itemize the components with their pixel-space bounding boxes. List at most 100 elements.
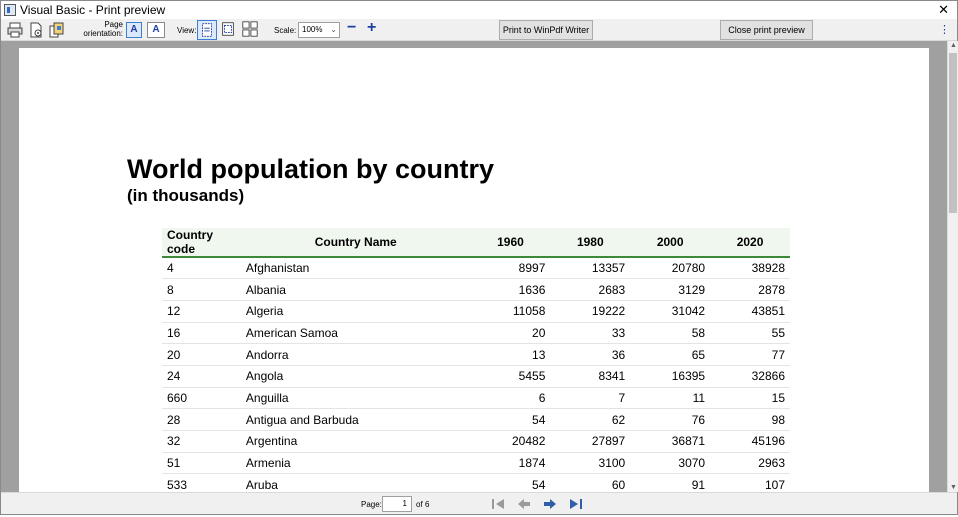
population-cell: 2963 xyxy=(710,452,790,475)
population-cell: 45196 xyxy=(710,430,790,453)
page-setup-icon[interactable] xyxy=(27,21,45,39)
print-button[interactable]: Print to WinPdf Writer xyxy=(499,20,593,40)
population-cell: 43851 xyxy=(710,300,790,323)
zoom-in-button[interactable]: + xyxy=(367,19,377,36)
country-code-cell: 533 xyxy=(162,473,241,492)
table-row: 20 Andorra 13 36 65 77 xyxy=(162,343,790,366)
next-page-icon[interactable] xyxy=(542,496,558,512)
population-cell: 20 xyxy=(470,322,551,345)
page-label: Page: xyxy=(361,500,382,509)
country-code-cell: 660 xyxy=(162,387,241,410)
page-number-input[interactable]: 1 xyxy=(382,496,412,512)
table-row: 16 American Samoa 20 33 58 55 xyxy=(162,322,790,345)
country-code-cell: 32 xyxy=(162,430,241,453)
portrait-button[interactable]: A xyxy=(126,22,142,38)
table-row: 4 Afghanistan 8997 13357 20780 38928 xyxy=(162,257,790,280)
country-name-cell: Aruba xyxy=(240,473,471,492)
population-cell: 62 xyxy=(550,408,631,431)
country-code-cell: 51 xyxy=(162,452,241,475)
population-cell: 38928 xyxy=(710,257,790,280)
population-cell: 19222 xyxy=(550,300,631,323)
country-code-cell: 16 xyxy=(162,322,241,345)
population-cell: 98 xyxy=(710,408,790,431)
population-cell: 60 xyxy=(550,473,631,492)
scrollbar-thumb[interactable] xyxy=(949,53,957,213)
population-cell: 36871 xyxy=(630,430,711,453)
country-name-cell: Albania xyxy=(240,278,471,301)
country-name-cell: Afghanistan xyxy=(240,257,471,280)
scroll-down-icon[interactable]: ▼ xyxy=(950,484,957,491)
scale-value: 100% xyxy=(302,25,323,34)
previous-page-icon[interactable] xyxy=(516,496,532,512)
population-cell: 20780 xyxy=(630,257,711,280)
scale-select[interactable]: 100% ⌄ xyxy=(298,22,340,38)
column-header: 2000 xyxy=(630,228,711,258)
app-icon xyxy=(4,4,16,16)
scale-label: Scale: xyxy=(274,26,297,35)
population-cell: 15 xyxy=(710,387,790,410)
population-cell: 76 xyxy=(630,408,711,431)
population-cell: 11 xyxy=(630,387,711,410)
column-header: 1960 xyxy=(470,228,551,258)
printer-icon[interactable] xyxy=(6,21,24,39)
window-title: Visual Basic - Print preview xyxy=(20,3,166,17)
column-header: Country code xyxy=(162,228,241,258)
single-page-view-button[interactable] xyxy=(197,20,217,40)
population-cell: 58 xyxy=(630,322,711,345)
country-name-cell: Armenia xyxy=(240,452,471,475)
landscape-button[interactable]: A xyxy=(147,22,165,38)
population-cell: 55 xyxy=(710,322,790,345)
multi-page-icon[interactable] xyxy=(48,21,66,39)
thumbnail-view-button[interactable] xyxy=(241,20,261,40)
document-subtitle: (in thousands) xyxy=(127,186,245,205)
table-row: 12 Algeria 11058 19222 31042 43851 xyxy=(162,300,790,323)
population-cell: 1636 xyxy=(470,278,551,301)
country-code-cell: 24 xyxy=(162,365,241,388)
population-cell: 91 xyxy=(630,473,711,492)
population-cell: 13 xyxy=(470,343,551,366)
population-cell: 16395 xyxy=(630,365,711,388)
population-cell: 1874 xyxy=(470,452,551,475)
close-window-button[interactable]: ✕ xyxy=(938,2,949,17)
population-cell: 27897 xyxy=(550,430,631,453)
column-header: 2020 xyxy=(710,228,790,258)
two-page-view-button[interactable] xyxy=(219,20,239,40)
population-cell: 2683 xyxy=(550,278,631,301)
country-code-cell: 4 xyxy=(162,257,241,280)
population-cell: 6 xyxy=(470,387,551,410)
population-cell: 3129 xyxy=(630,278,711,301)
population-cell: 54 xyxy=(470,473,551,492)
population-cell: 13357 xyxy=(550,257,631,280)
orientation-label: Page orientation: xyxy=(83,20,123,38)
population-cell: 31042 xyxy=(630,300,711,323)
last-page-icon[interactable] xyxy=(568,496,584,512)
population-cell: 8997 xyxy=(470,257,551,280)
population-cell: 32866 xyxy=(710,365,790,388)
preview-area: World population by country (in thousand… xyxy=(1,41,947,492)
country-name-cell: Antigua and Barbuda xyxy=(240,408,471,431)
country-name-cell: Anguilla xyxy=(240,387,471,410)
more-options-icon[interactable]: ⋮ xyxy=(939,24,950,36)
country-code-cell: 28 xyxy=(162,408,241,431)
country-name-cell: Algeria xyxy=(240,300,471,323)
scroll-up-icon[interactable]: ▲ xyxy=(950,42,957,49)
population-cell: 11058 xyxy=(470,300,551,323)
page-navigation-bar: Page: 1 of 6 xyxy=(1,492,957,514)
zoom-out-button[interactable]: − xyxy=(347,19,357,36)
table-row: 51 Armenia 1874 3100 3070 2963 xyxy=(162,452,790,475)
population-cell: 36 xyxy=(550,343,631,366)
first-page-icon[interactable] xyxy=(490,496,506,512)
population-cell: 33 xyxy=(550,322,631,345)
population-cell: 7 xyxy=(550,387,631,410)
table-row: 660 Anguilla 6 7 11 15 xyxy=(162,387,790,410)
country-name-cell: American Samoa xyxy=(240,322,471,345)
vertical-scrollbar[interactable]: ▲ ▼ xyxy=(947,41,958,492)
population-cell: 3100 xyxy=(550,452,631,475)
population-cell: 107 xyxy=(710,473,790,492)
population-cell: 8341 xyxy=(550,365,631,388)
total-pages: 6 xyxy=(425,500,430,509)
document-title: World population by country xyxy=(127,154,494,184)
toolbar: Page orientation: A A View: Scale: 100% … xyxy=(1,19,957,41)
table-row: 32 Argentina 20482 27897 36871 45196 xyxy=(162,430,790,453)
close-preview-button[interactable]: Close print preview xyxy=(720,20,813,40)
